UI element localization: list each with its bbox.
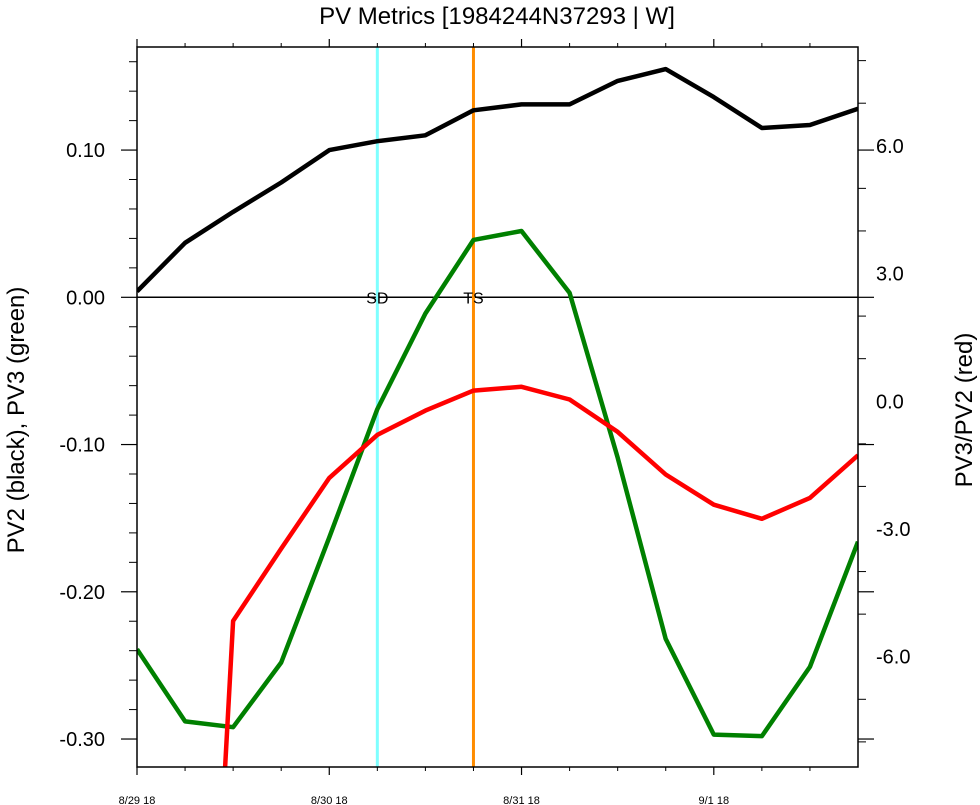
right-tick-label-1: 3.0 <box>876 264 904 286</box>
chart-title: PV Metrics [1984244N37293 | W] <box>319 3 675 30</box>
left-tick-label-3: -0.20 <box>59 582 105 604</box>
right-tick-label-3: -3.0 <box>876 519 910 541</box>
x-tick-label-0: 8/29 18 <box>119 795 156 805</box>
pv-ratio-series-line <box>222 384 858 767</box>
left-tick-label-2: -0.10 <box>59 435 105 457</box>
plot-frame <box>136 46 859 768</box>
right-tick-label-0: 6.0 <box>876 136 904 158</box>
right-tick-label-4: -6.0 <box>876 647 910 669</box>
x-tick-label-3: 9/1 18 <box>699 795 730 805</box>
marker-label-ts: TS <box>463 290 483 307</box>
right-tick-label-2: 0.0 <box>876 391 904 413</box>
x-tick-label-2: 8/31 18 <box>503 795 540 805</box>
pv2-series-line <box>137 66 858 293</box>
x-tick-label-1: 8/30 18 <box>311 795 348 805</box>
left-tick-label-4: -0.30 <box>59 729 105 751</box>
marker-label-sd: SD <box>366 290 388 307</box>
plot-area: SD TS 0.10 0.00 -0.10 -0.20 -0.30 6.0 3.0 0.0 -3.0… <box>59 39 910 805</box>
pv3-series-line <box>137 228 858 739</box>
left-tick-label-0: 0.10 <box>66 140 105 162</box>
right-axis-label: PV3/PV2 (red) <box>951 333 978 488</box>
left-tick-label-1: 0.00 <box>66 287 105 309</box>
left-axis-label: PV2 (black), PV3 (green) <box>3 287 30 554</box>
